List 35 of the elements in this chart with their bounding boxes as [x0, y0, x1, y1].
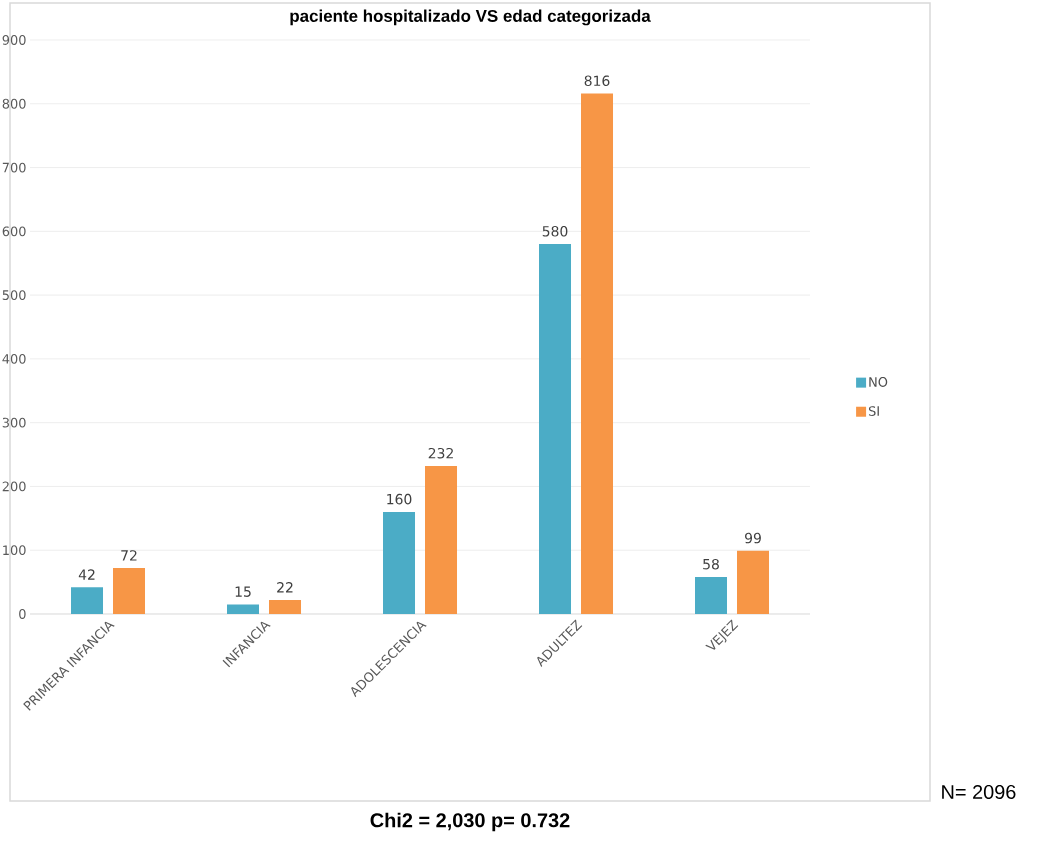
y-tick-label: 0	[19, 609, 26, 619]
data-label: 580	[542, 226, 568, 237]
y-tick-label: 300	[2, 417, 26, 428]
legend-label: SI	[868, 406, 879, 416]
data-label: 72	[121, 550, 137, 561]
data-label: 15	[235, 586, 251, 597]
bar	[695, 576, 728, 614]
data-label: 160	[387, 493, 412, 505]
bar	[227, 604, 260, 614]
y-tick-label: 500	[2, 290, 26, 300]
data-label: 232	[428, 447, 453, 459]
bar	[737, 550, 770, 614]
bar	[581, 93, 614, 614]
data-label: 58	[703, 558, 719, 570]
text: Chi2 = 2,030 p= 0.732	[370, 812, 570, 832]
bar	[71, 587, 104, 614]
bar	[539, 244, 572, 614]
bar	[425, 466, 458, 614]
data-label: 99	[745, 532, 761, 544]
data-label: 42	[78, 569, 95, 580]
data-label: 816	[584, 75, 610, 87]
y-tick-label: 600	[2, 226, 26, 237]
text: N= 2096	[942, 784, 1016, 800]
bar	[269, 599, 302, 614]
y-tick-label: 800	[2, 98, 26, 109]
bar	[113, 568, 146, 614]
bar	[383, 511, 416, 614]
chart-title: paciente hospitalizado VS edad categorizada	[290, 9, 651, 26]
y-tick-label: 400	[2, 353, 26, 364]
y-tick-label: 700	[2, 162, 26, 173]
legend-label: NO	[869, 377, 888, 387]
y-tick-label: 100	[3, 545, 26, 556]
data-label: 22	[277, 582, 293, 593]
y-tick-label: 200	[2, 481, 26, 492]
y-tick-label: 900	[2, 35, 26, 45]
